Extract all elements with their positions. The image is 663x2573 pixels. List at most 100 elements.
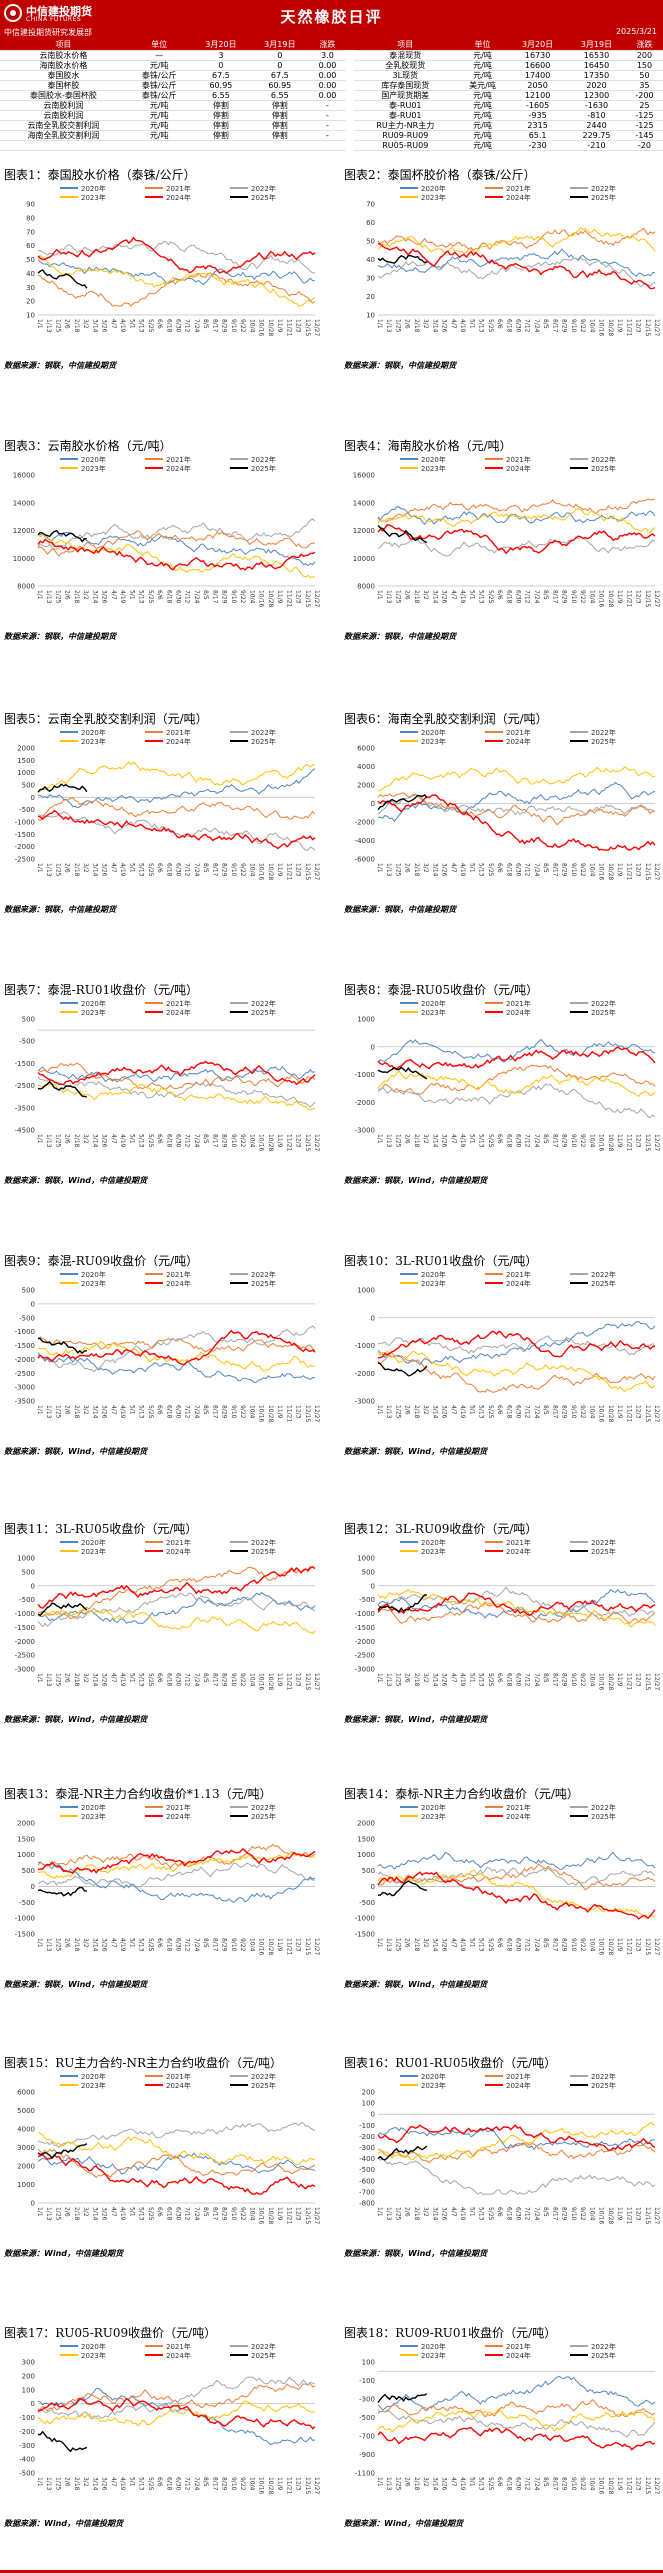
x-tick-label: 12/15	[644, 1938, 651, 1955]
x-tick-label: 9/22	[239, 319, 246, 333]
x-tick-label: 4/7	[110, 863, 117, 873]
y-tick-label: -300	[19, 2442, 35, 2450]
legend-label: 2020年	[81, 1538, 106, 1547]
series-line	[37, 269, 88, 289]
table-cell: 3.0	[309, 50, 346, 61]
series-line	[377, 1601, 656, 1625]
x-tick-label: 1/1	[376, 319, 383, 329]
x-tick-label: 6/30	[175, 590, 182, 604]
chart-svg: 2020年 2021年 2022年 2023年 2024年 2025年 100 -100 -30…	[355, 2342, 660, 2494]
x-tick-label: 11/9	[616, 590, 623, 604]
x-tick-label: 10/16	[258, 590, 265, 607]
x-tick-label: 6/30	[515, 2207, 522, 2221]
legend-label: 2020年	[81, 2342, 106, 2351]
x-tick-label: 10/28	[267, 1673, 274, 1690]
x-tick-label: 7/12	[524, 1134, 531, 1148]
x-tick-label: 8/17	[211, 590, 218, 604]
x-tick-label: 10/28	[607, 2477, 614, 2494]
x-tick-label: 6/18	[505, 2477, 512, 2491]
legend-label: 2023年	[421, 193, 446, 202]
y-tick-label: -300	[359, 2144, 375, 2152]
x-tick-label: 10/4	[588, 863, 595, 877]
y-tick-label: 0	[371, 1043, 375, 1051]
x-tick-label: 3/2	[82, 1405, 89, 1415]
series-line	[37, 2143, 88, 2160]
x-tick-label: 2/6	[404, 1938, 411, 1948]
x-tick-label: 3/14	[431, 2207, 438, 2221]
x-tick-label: 12/15	[644, 1673, 651, 1690]
series-line	[37, 1608, 316, 1635]
x-tick-label: 1/13	[45, 1134, 52, 1148]
x-tick-label: 5/13	[478, 1134, 485, 1148]
line-chart: 2020年 2021年 2022年 2023年 2024年 2025年 6000 5000 40…	[0, 2070, 323, 2245]
x-tick-label: 1/13	[45, 590, 52, 604]
figure-source: 数据来源：钢联，中信建投期货	[344, 632, 456, 641]
x-tick-label: 10/4	[588, 590, 595, 604]
table-cell: 停割	[191, 130, 251, 141]
y-tick-label: -900	[359, 2451, 375, 2459]
table-row: 云南胶利润 元/吨 停割 停割 - 泰-RU01 元/吨 -935 -810 -125	[0, 110, 663, 121]
series-line	[37, 1060, 316, 1086]
legend-label: 2020年	[81, 1803, 106, 1812]
x-tick-label: 10/16	[258, 2477, 265, 2494]
x-tick-label: 12/3	[635, 1134, 642, 1148]
series-line	[377, 1866, 656, 1887]
table-cell: -210	[567, 140, 626, 151]
legend-label: 2020年	[421, 728, 446, 737]
y-tick-label: 10	[366, 312, 375, 320]
x-tick-label: 6/30	[515, 2477, 522, 2491]
x-tick-label: 3/14	[91, 2477, 98, 2491]
x-tick-label: 1/1	[376, 590, 383, 600]
x-tick-label: 3/2	[422, 2477, 429, 2487]
column-gap	[345, 90, 354, 100]
x-tick-label: 6/18	[165, 2207, 172, 2221]
y-tick-label: 1500	[357, 1835, 375, 1843]
x-tick-label: 12/3	[295, 2477, 302, 2491]
legend-label: 2020年	[421, 2072, 446, 2081]
x-tick-label: 9/10	[570, 1405, 577, 1419]
x-tick-label: 9/10	[570, 319, 577, 333]
series-line	[37, 259, 316, 286]
x-tick-label: 6/18	[165, 1673, 172, 1687]
table-cell: 35	[625, 80, 663, 91]
figure-title: 图表6：海南全乳胶交割利润（元/吨）	[344, 712, 548, 726]
x-tick-label: 7/12	[524, 2207, 531, 2221]
x-tick-label: 8/29	[561, 1134, 568, 1148]
series-line	[377, 766, 656, 792]
x-tick-label: 12/27	[313, 863, 320, 880]
x-tick-label: 3/2	[82, 319, 89, 329]
legend-label: 2021年	[506, 1538, 531, 1547]
series-line	[377, 1871, 656, 1920]
legend-label: 2023年	[81, 1279, 106, 1288]
table-cell: 0	[191, 60, 251, 71]
legend-label: 2024年	[506, 737, 531, 746]
chart-svg: 2020年 2021年 2022年 2023年 2024年 2025年 2000 1500 10…	[355, 1803, 660, 1955]
y-tick-label: 1000	[17, 1555, 35, 1563]
series-line	[377, 525, 428, 544]
y-tick-label: -2000	[355, 1099, 375, 1107]
table-cell: RU09-RU09	[353, 130, 457, 141]
y-tick-label: 8000	[357, 583, 375, 591]
x-tick-label: 9/22	[239, 2207, 246, 2221]
x-tick-label: 8/5	[542, 1405, 549, 1415]
x-tick-label: 2/18	[413, 863, 420, 877]
x-tick-label: 3/26	[101, 863, 108, 877]
figure-title: 图表13：泰混-NR主力合约收盘价*1.13（元/吨）	[4, 1787, 272, 1801]
x-tick-label: 8/5	[542, 590, 549, 600]
series-line	[377, 1064, 656, 1096]
x-tick-label: 5/13	[138, 319, 145, 333]
x-tick-label: 7/24	[193, 2477, 200, 2491]
x-tick-label: 12/27	[313, 590, 320, 607]
x-tick-label: 5/13	[138, 863, 145, 877]
x-tick-label: 10/16	[258, 1673, 265, 1690]
x-tick-label: 5/13	[478, 2207, 485, 2221]
x-tick-label: 4/19	[119, 319, 126, 333]
x-tick-label: 5/25	[487, 1673, 494, 1687]
line-chart: 2020年 2021年 2022年 2023年 2024年 2025年 1000 0 -1000…	[340, 997, 663, 1172]
x-tick-label: 1/13	[385, 863, 392, 877]
table-header-cell: 3月19日	[250, 40, 310, 51]
price-table: 项目 单位 3月20日 3月19日 涨跌 项目 单位 3月20日 3月19日 涨跌 云南胶水价格 —3…	[0, 40, 663, 151]
x-tick-label: 6/30	[175, 1134, 182, 1148]
x-tick-label: 3/14	[431, 1938, 438, 1952]
x-tick-label: 2/6	[64, 2207, 71, 2217]
